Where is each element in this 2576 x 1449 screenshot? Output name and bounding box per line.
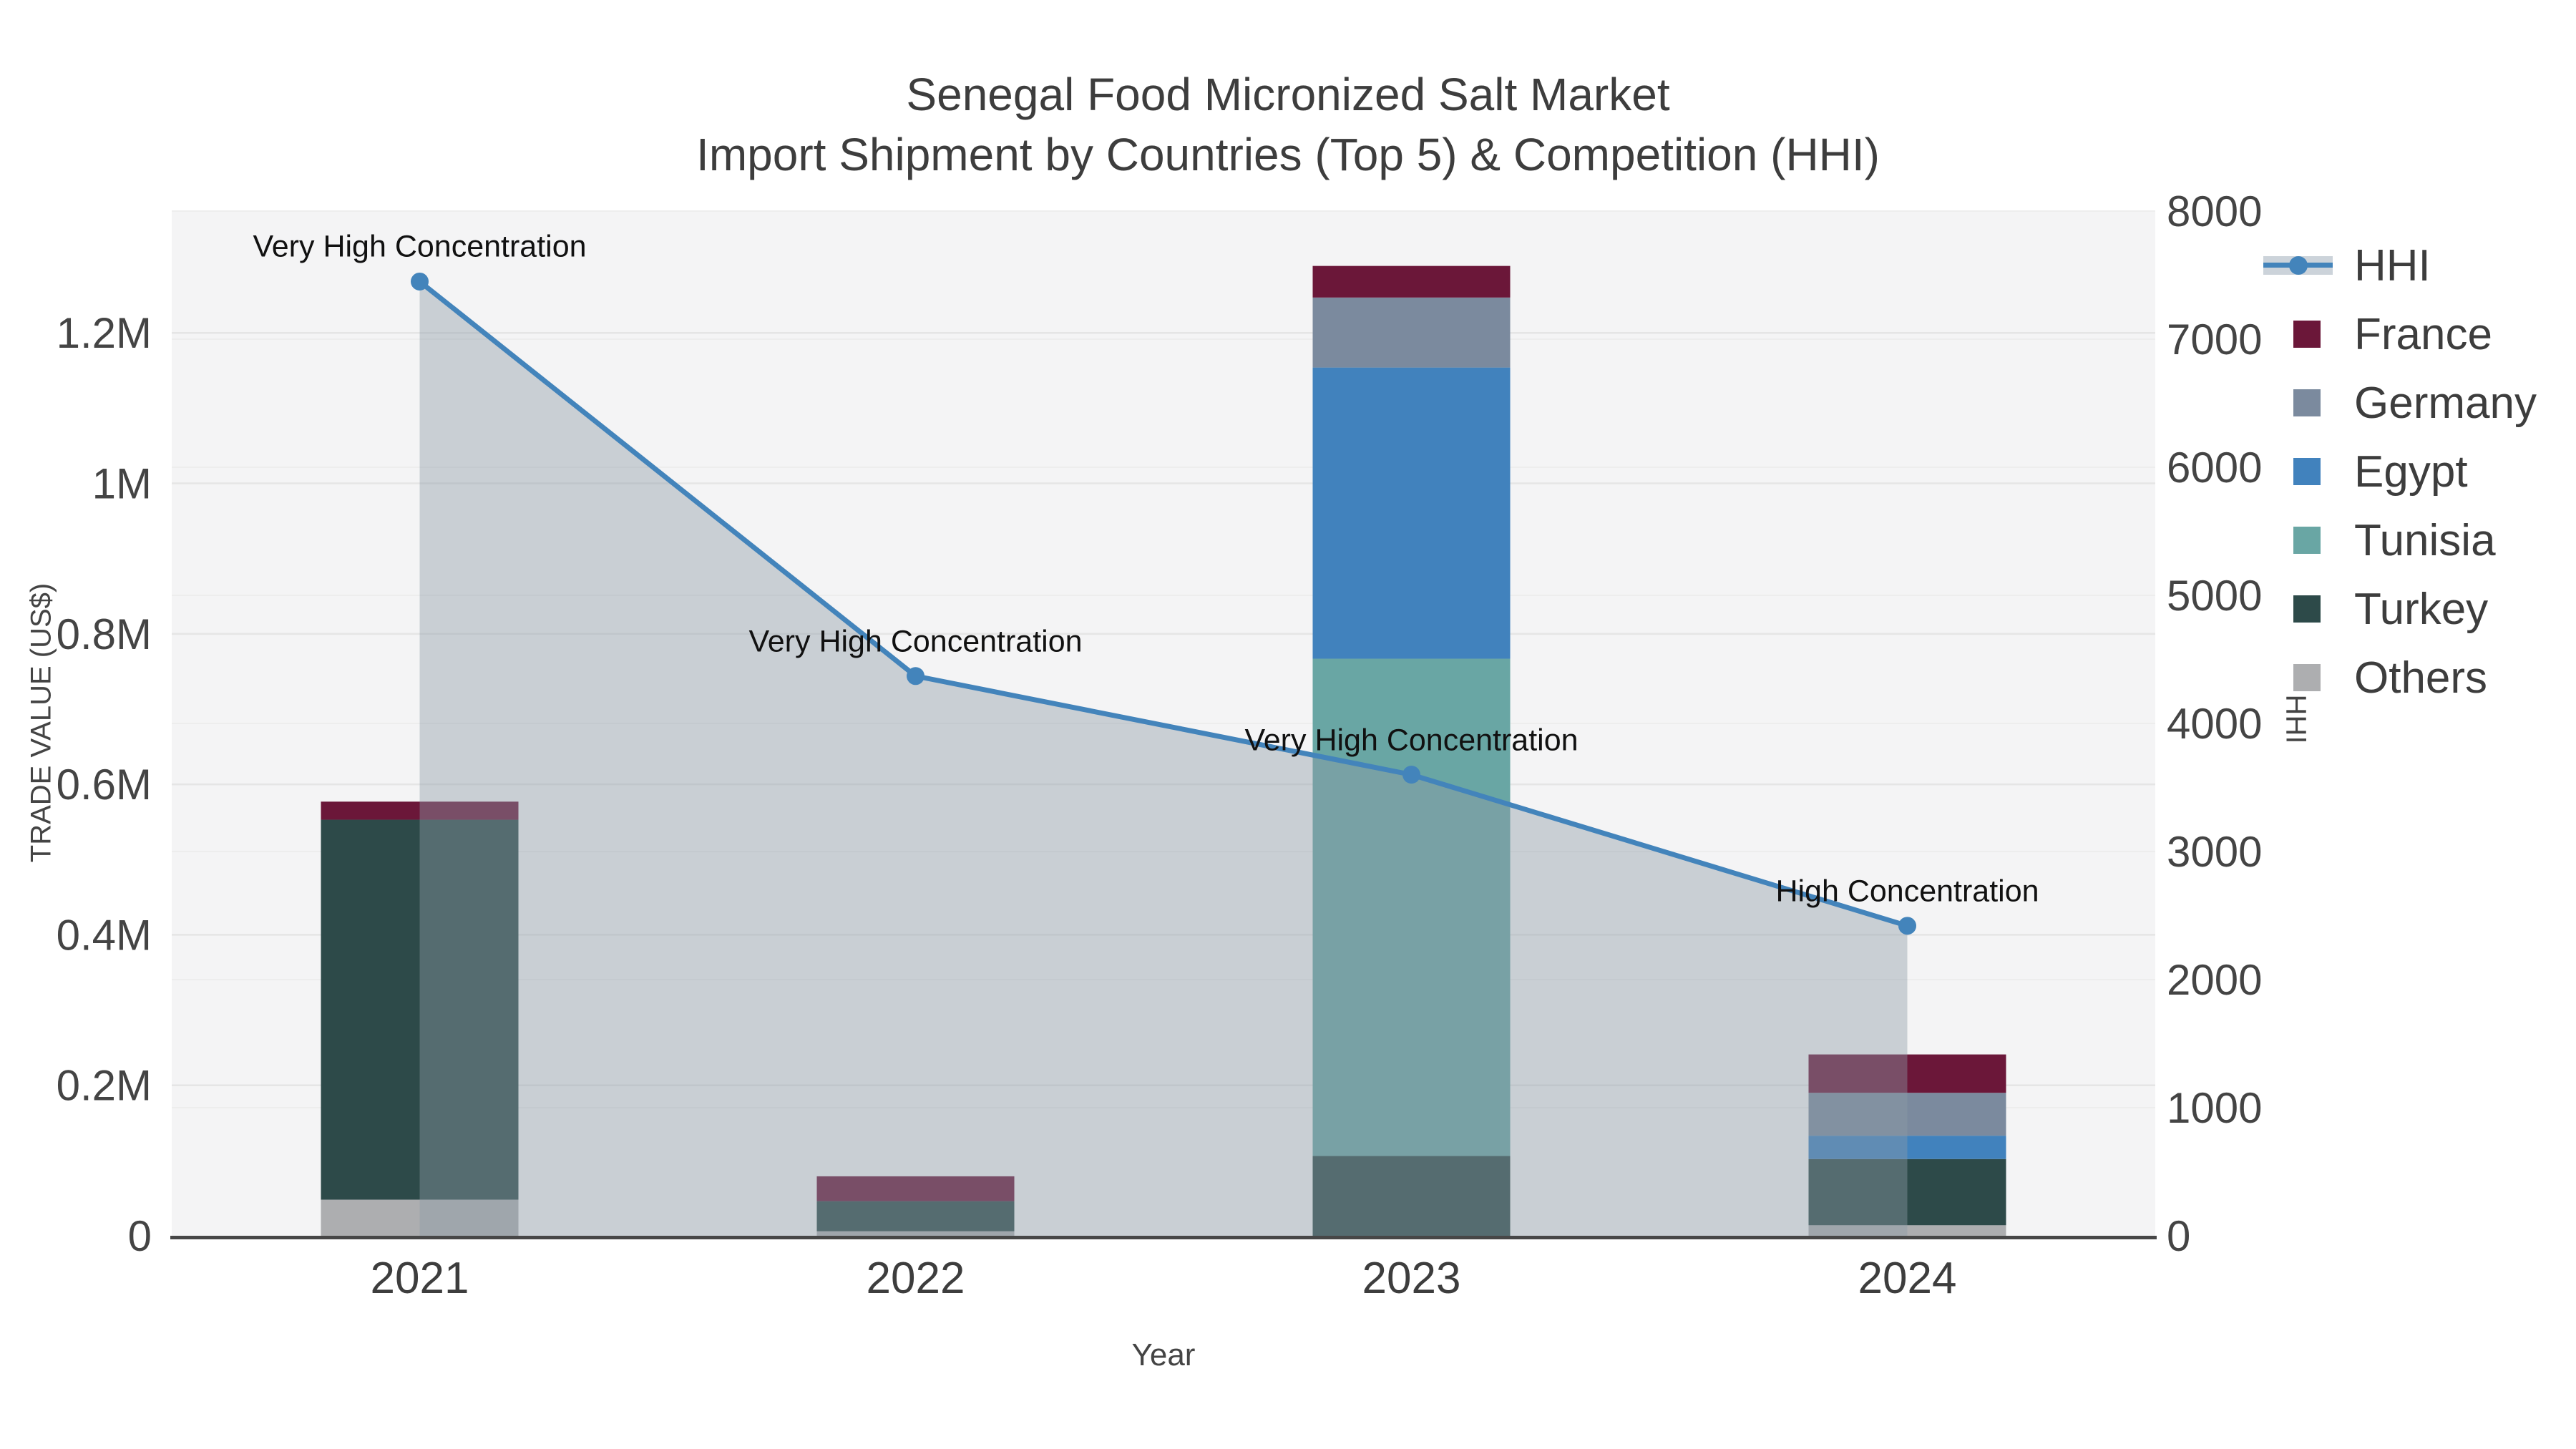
hhi-marker-icon: [2289, 256, 2308, 275]
bar-segment-2024-others[interactable]: [1808, 1225, 2006, 1236]
right-tick-1000: 1000: [2167, 1084, 2262, 1132]
x-tick-2021: 2021: [371, 1254, 469, 1303]
right-tick-4000: 4000: [2167, 700, 2262, 748]
hhi-marker-2021[interactable]: [411, 272, 429, 291]
left-tick-0.6M: 0.6M: [57, 761, 152, 809]
bar-segment-2024-egypt[interactable]: [1808, 1136, 2006, 1159]
bar-segment-2024-turkey[interactable]: [1808, 1158, 2006, 1226]
x-tick-2024: 2024: [1858, 1254, 1957, 1303]
turkey-swatch: [2293, 595, 2321, 623]
legend-label-turkey: Turkey: [2354, 584, 2489, 634]
bar-segment-2021-others[interactable]: [321, 1199, 519, 1236]
legend-label-germany: Germany: [2354, 378, 2537, 428]
right-tick-2000: 2000: [2167, 956, 2262, 1004]
bar-segment-2023-turkey[interactable]: [1312, 1156, 1511, 1236]
left-tick-1M: 1M: [92, 460, 152, 508]
france-swatch: [2293, 321, 2321, 348]
left-axis-title: TRADE VALUE (US$): [25, 582, 57, 863]
annotation-2023: Very High Concentration: [1244, 723, 1579, 758]
bar-segment-2021-turkey[interactable]: [321, 819, 519, 1200]
hhi-legend-symbol: [2263, 251, 2335, 280]
egypt-swatch: [2293, 458, 2321, 485]
right-tick-0: 0: [2167, 1212, 2190, 1260]
legend-item-turkey[interactable]: Turkey: [2263, 575, 2537, 643]
legend-item-tunisia[interactable]: Tunisia: [2263, 506, 2537, 575]
hhi-marker-2024[interactable]: [1898, 917, 1916, 935]
right-tick-5000: 5000: [2167, 572, 2262, 620]
legend-item-egypt[interactable]: Egypt: [2263, 437, 2537, 506]
bar-segment-2023-egypt[interactable]: [1312, 367, 1511, 659]
x-tick-2023: 2023: [1362, 1254, 1461, 1303]
legend-label-france: France: [2354, 309, 2492, 359]
bar-segment-2024-germany[interactable]: [1808, 1093, 2006, 1136]
hhi-line: [418, 279, 1908, 929]
legend-label-egypt: Egypt: [2354, 447, 2468, 497]
annotation-2022: Very High Concentration: [748, 624, 1083, 659]
legend-label-others: Others: [2354, 653, 2488, 703]
left-tick-0.4M: 0.4M: [57, 911, 152, 959]
bar-segment-2024-france[interactable]: [1808, 1054, 2006, 1093]
chart-title-line1: Senegal Food Micronized Salt Market: [906, 69, 1670, 120]
legend: HHI France Germany Egypt Tunisia Turkey …: [2263, 231, 2537, 712]
hhi-marker-2022[interactable]: [907, 667, 924, 686]
x-axis-line: [170, 1236, 2157, 1239]
chart-title-line2: Import Shipment by Countries (Top 5) & C…: [696, 129, 1880, 180]
left-tick-0.2M: 0.2M: [57, 1062, 152, 1110]
bar-segment-2023-tunisia[interactable]: [1312, 658, 1511, 1156]
right-tick-6000: 6000: [2167, 444, 2262, 492]
bar-segment-2023-germany[interactable]: [1312, 297, 1511, 368]
tunisia-swatch: [2293, 527, 2321, 554]
left-tick-1.2M: 1.2M: [57, 309, 152, 357]
legend-item-france[interactable]: France: [2263, 300, 2537, 369]
x-tick-2022: 2022: [867, 1254, 965, 1303]
germany-swatch: [2293, 389, 2321, 416]
bar-segment-2022-turkey[interactable]: [816, 1201, 1015, 1231]
bar-segment-2022-others[interactable]: [816, 1231, 1015, 1236]
hhi-area: [419, 281, 1908, 1236]
x-axis-title: Year: [1131, 1337, 1196, 1372]
bar-segment-2022-france[interactable]: [816, 1176, 1015, 1201]
legend-item-germany[interactable]: Germany: [2263, 369, 2537, 437]
legend-item-others[interactable]: Others: [2263, 643, 2537, 712]
left-tick-0.8M: 0.8M: [57, 610, 152, 658]
right-tick-7000: 7000: [2167, 316, 2262, 364]
legend-label-hhi: HHI: [2354, 240, 2431, 291]
annotation-2021: Very High Concentration: [253, 229, 587, 264]
hhi-marker-2023[interactable]: [1402, 766, 1420, 784]
legend-item-hhi[interactable]: HHI: [2263, 231, 2537, 300]
right-tick-3000: 3000: [2167, 828, 2262, 876]
right-tick-8000: 8000: [2167, 187, 2262, 235]
bar-segment-2021-france[interactable]: [321, 801, 519, 820]
left-tick-0: 0: [128, 1212, 152, 1260]
bar-segment-2023-france[interactable]: [1312, 265, 1511, 298]
others-swatch: [2293, 664, 2321, 691]
legend-label-tunisia: Tunisia: [2354, 515, 2496, 565]
annotation-2024: High Concentration: [1775, 874, 2039, 909]
